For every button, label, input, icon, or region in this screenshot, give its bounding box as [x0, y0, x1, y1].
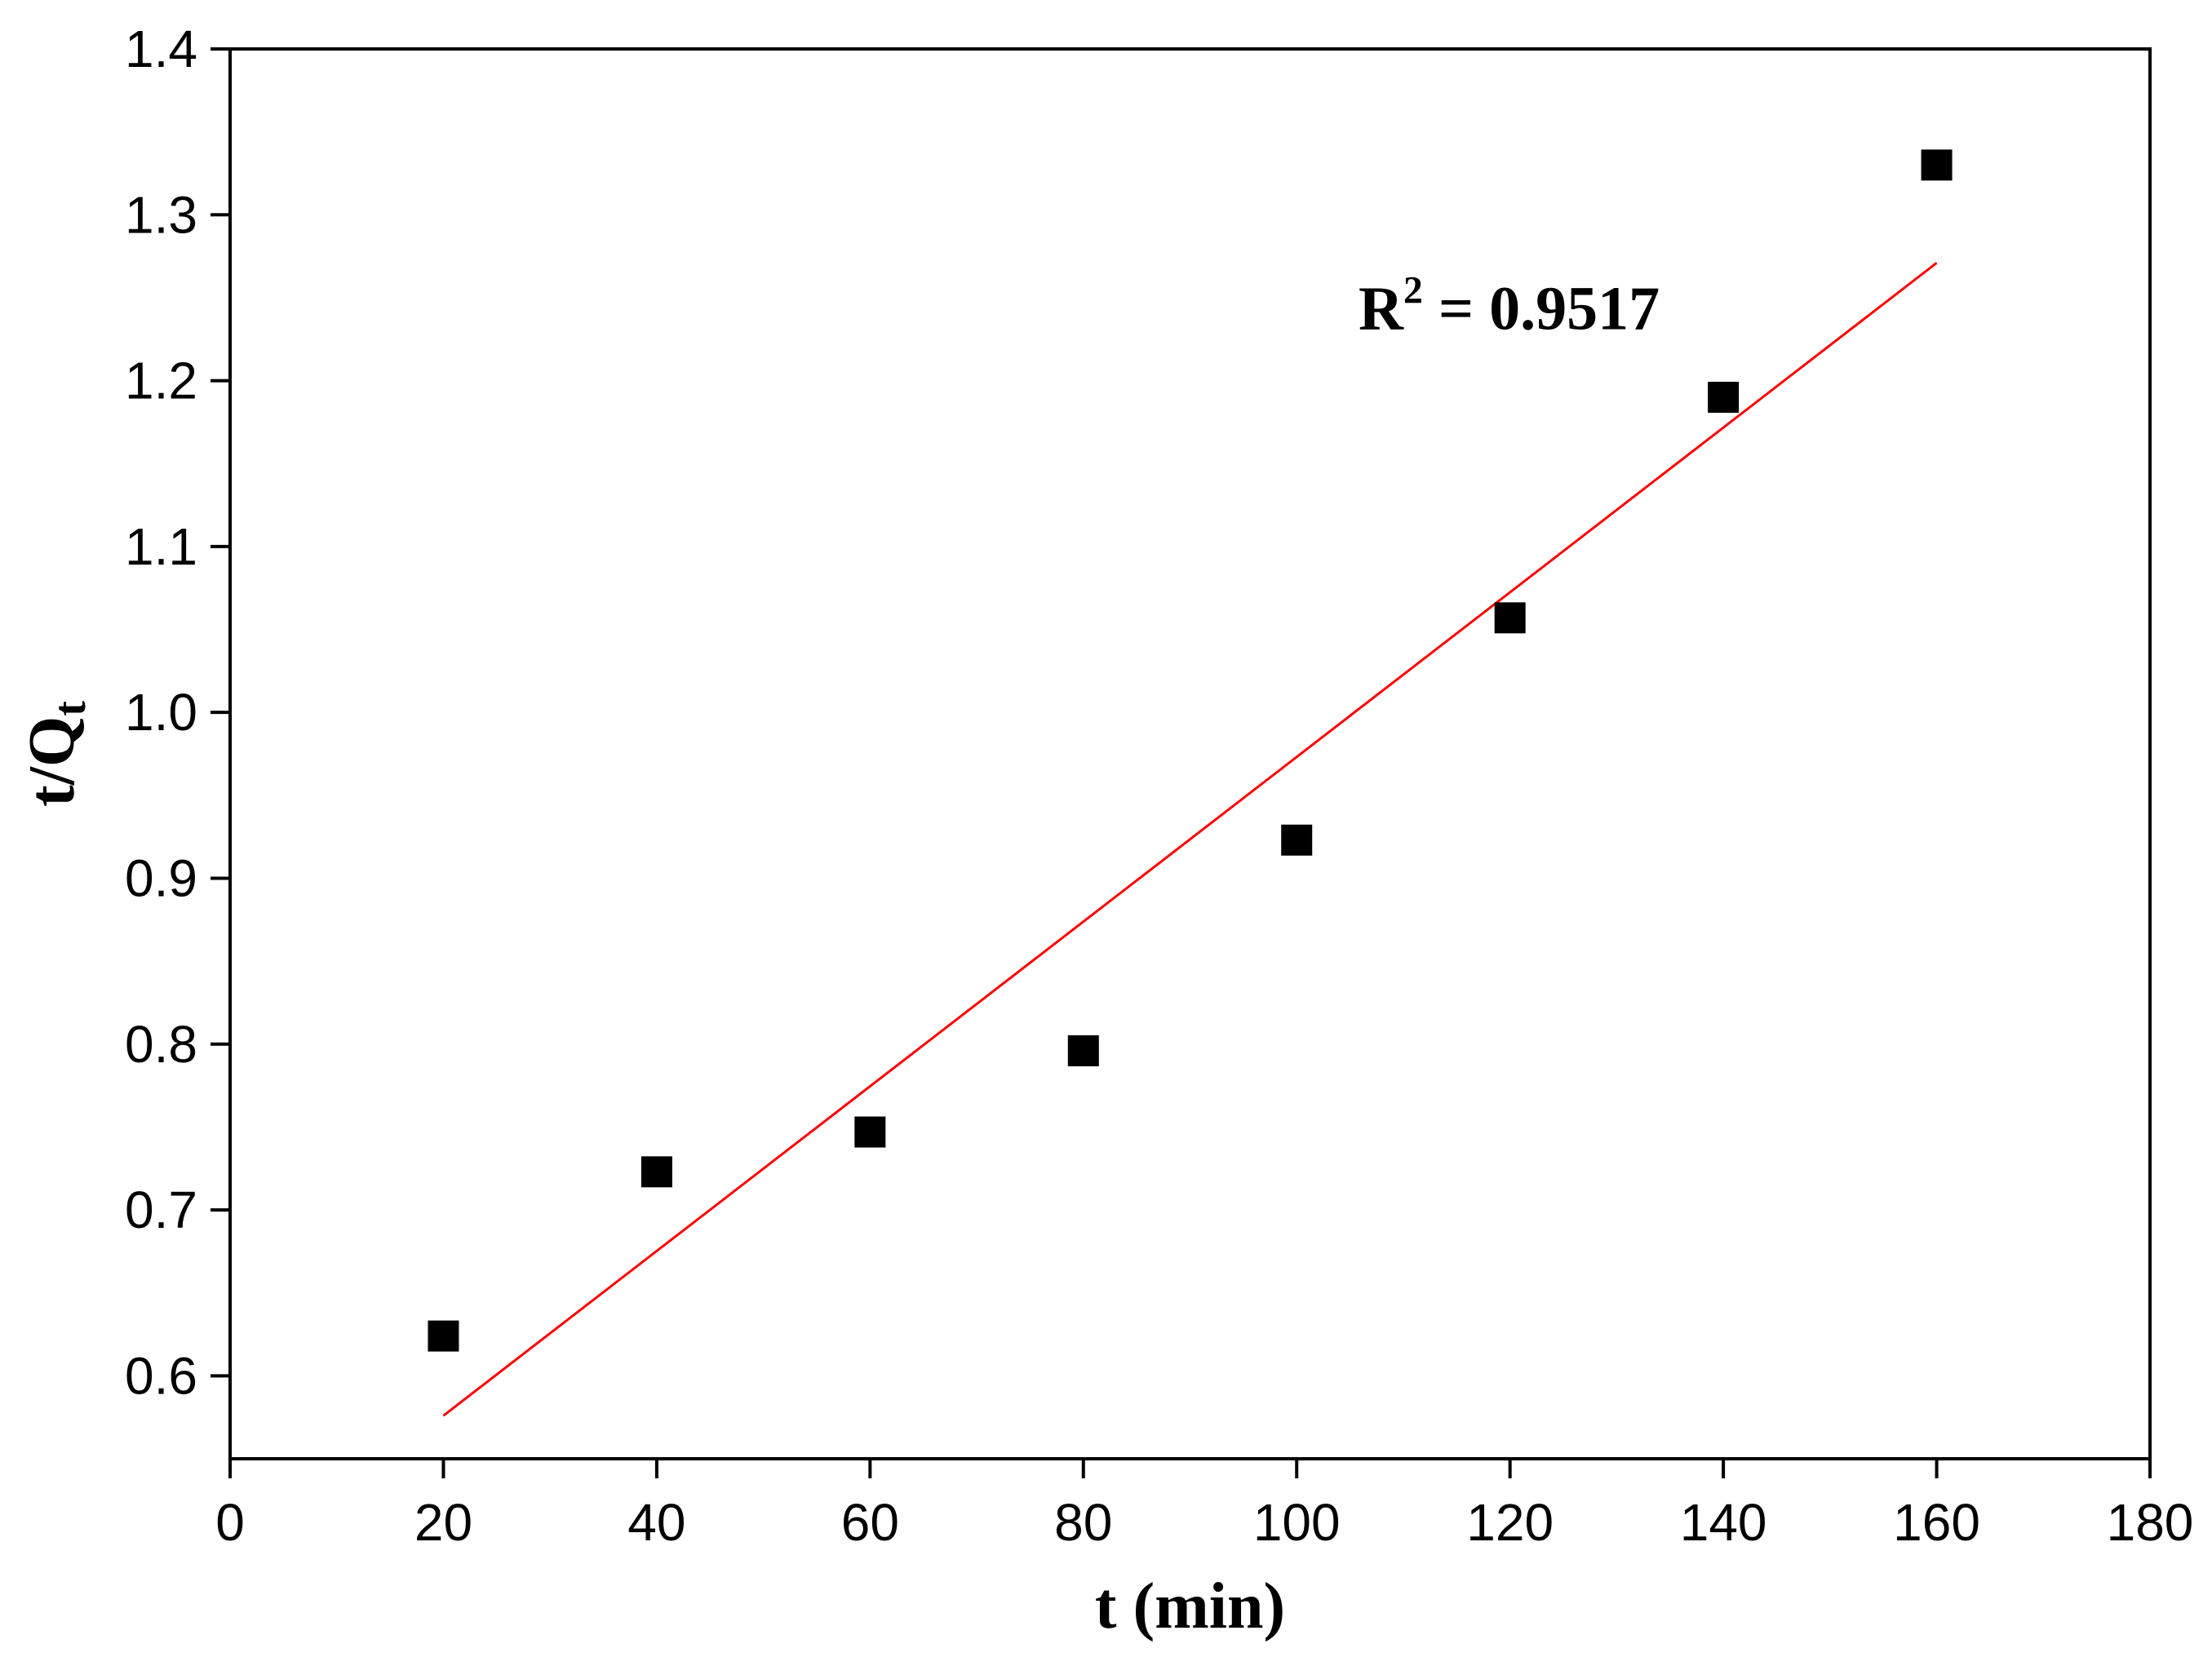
x-tick-label: 40	[627, 1493, 685, 1552]
x-tick-label: 100	[1253, 1493, 1341, 1552]
r-squared-main: R	[1359, 274, 1404, 343]
fit-line	[442, 262, 1938, 1417]
y-tick-label: 0.8	[125, 1015, 197, 1074]
y-tick-label: 0.9	[125, 849, 197, 907]
x-tick-label: 80	[1054, 1493, 1112, 1552]
y-tick-label: 1.2	[125, 352, 197, 410]
x-tick-label: 160	[1893, 1493, 1980, 1552]
r-squared-superscript: 2	[1403, 268, 1423, 312]
x-axis-ticks: 0 20 40 60 80 100 120 140 160 180	[215, 1459, 2193, 1552]
y-axis-title: t/Qt	[16, 701, 95, 807]
data-points	[428, 149, 1953, 1352]
x-tick-label: 180	[2107, 1493, 2194, 1552]
y-tick-label: 1.4	[125, 20, 197, 78]
data-point	[1067, 1035, 1099, 1066]
y-tick-label: 1.0	[125, 683, 197, 742]
data-point	[428, 1320, 459, 1352]
y-axis-title-subscript: t	[45, 701, 95, 716]
y-tick-label: 1.3	[125, 185, 197, 244]
x-tick-label: 140	[1680, 1493, 1767, 1552]
data-point	[1281, 824, 1313, 856]
y-axis-ticks: 0.6 0.7 0.8 0.9 1.0 1.1 1.2 1.3 1.4	[125, 20, 230, 1405]
y-tick-label: 1.1	[125, 517, 197, 576]
plot-frame	[228, 47, 2152, 1460]
x-axis-title: t (min)	[1095, 1571, 1285, 1642]
x-tick-label: 0	[215, 1493, 245, 1552]
data-point	[1921, 149, 1953, 181]
y-axis-title-main: t/Q	[16, 716, 88, 807]
y-tick-label: 0.7	[125, 1181, 197, 1239]
x-tick-label: 60	[841, 1493, 899, 1552]
r-squared-annotation: R2 = 0.9517	[1359, 268, 1660, 343]
r-squared-value: = 0.9517	[1423, 274, 1660, 343]
data-point	[641, 1156, 672, 1188]
x-tick-label: 20	[414, 1493, 472, 1552]
data-point	[1708, 381, 1740, 413]
y-tick-label: 0.6	[125, 1346, 197, 1405]
data-point	[1494, 602, 1526, 634]
data-point	[854, 1116, 886, 1148]
x-tick-label: 120	[1466, 1493, 1554, 1552]
